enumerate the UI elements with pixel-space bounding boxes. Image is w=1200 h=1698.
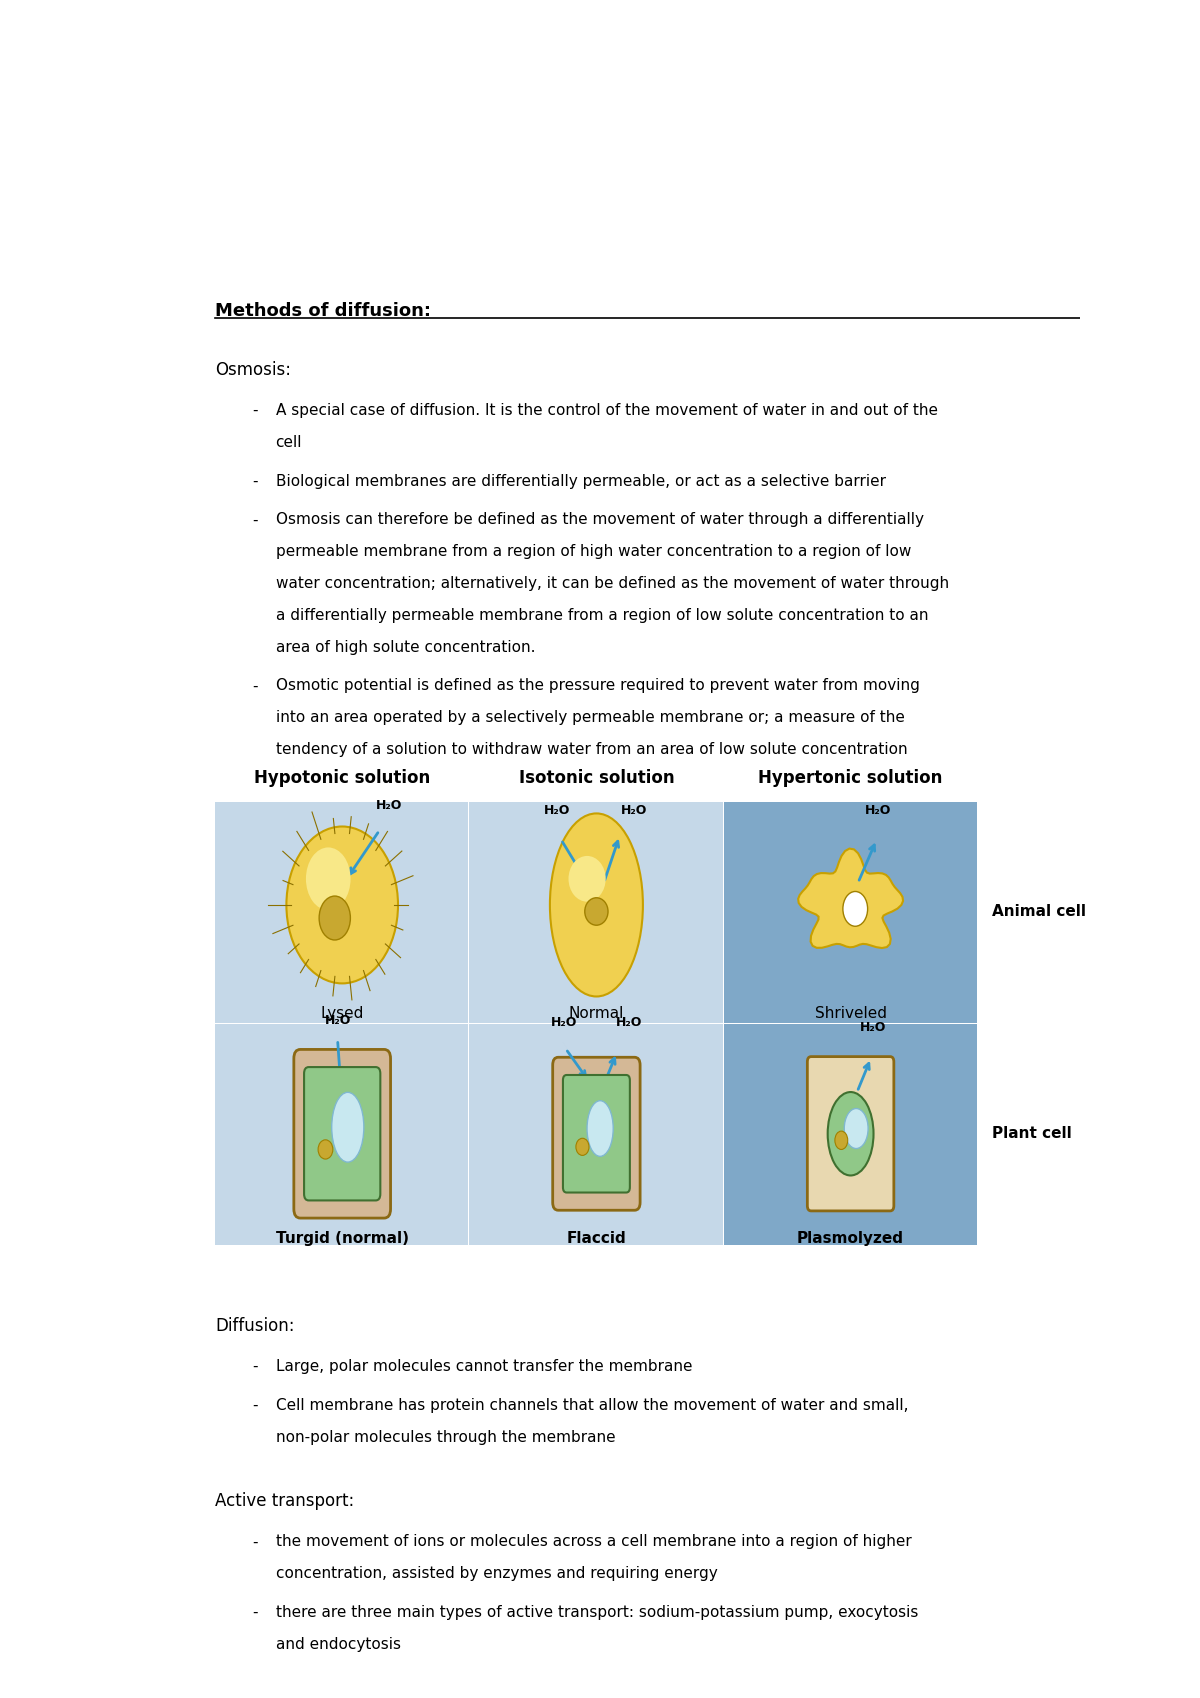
Text: Normal: Normal — [569, 1005, 624, 1020]
Polygon shape — [798, 849, 904, 947]
Ellipse shape — [835, 1131, 847, 1150]
FancyBboxPatch shape — [294, 1049, 390, 1217]
Circle shape — [287, 827, 398, 983]
Ellipse shape — [331, 1092, 364, 1161]
Circle shape — [842, 891, 868, 927]
Ellipse shape — [550, 813, 643, 997]
Text: tendency of a solution to withdraw water from an area of low solute concentratio: tendency of a solution to withdraw water… — [276, 742, 907, 757]
Ellipse shape — [587, 1100, 613, 1156]
Text: Lysed: Lysed — [320, 1005, 364, 1020]
Text: Plant cell: Plant cell — [991, 1126, 1072, 1141]
Text: Cell membrane has protein channels that allow the movement of water and small,: Cell membrane has protein channels that … — [276, 1397, 908, 1413]
Ellipse shape — [584, 898, 608, 925]
Text: Large, polar molecules cannot transfer the membrane: Large, polar molecules cannot transfer t… — [276, 1358, 692, 1374]
Text: Osmosis can therefore be defined as the movement of water through a differential: Osmosis can therefore be defined as the … — [276, 513, 924, 528]
Text: -: - — [252, 402, 258, 418]
Text: -: - — [252, 1397, 258, 1413]
Text: H₂O: H₂O — [376, 800, 402, 812]
Circle shape — [319, 897, 350, 941]
Text: Methods of diffusion:: Methods of diffusion: — [215, 302, 431, 319]
Text: A special case of diffusion. It is the control of the movement of water in and o: A special case of diffusion. It is the c… — [276, 402, 937, 418]
Text: concentration, assisted by enzymes and requiring energy: concentration, assisted by enzymes and r… — [276, 1566, 718, 1581]
Circle shape — [306, 847, 350, 910]
Text: Biological membranes are differentially permeable, or act as a selective barrier: Biological membranes are differentially … — [276, 474, 886, 489]
Text: -: - — [252, 1358, 258, 1374]
Ellipse shape — [318, 1139, 332, 1160]
Text: Active transport:: Active transport: — [215, 1493, 354, 1510]
Bar — [724, 1024, 977, 1245]
Text: cell: cell — [276, 435, 302, 450]
Text: the movement of ions or molecules across a cell membrane into a region of higher: the movement of ions or molecules across… — [276, 1535, 911, 1550]
Bar — [215, 801, 468, 1022]
Text: H₂O: H₂O — [544, 805, 570, 817]
FancyBboxPatch shape — [808, 1056, 894, 1211]
Ellipse shape — [845, 1109, 868, 1148]
Text: Osmotic potential is defined as the pressure required to prevent water from movi: Osmotic potential is defined as the pres… — [276, 679, 919, 693]
FancyBboxPatch shape — [563, 1075, 630, 1192]
Text: Isotonic solution: Isotonic solution — [518, 769, 674, 788]
Ellipse shape — [569, 856, 606, 902]
Text: Flaccid: Flaccid — [566, 1231, 626, 1246]
Bar — [215, 1024, 468, 1245]
Text: -: - — [252, 1535, 258, 1550]
Text: Osmosis:: Osmosis: — [215, 360, 292, 379]
Text: H₂O: H₂O — [865, 805, 892, 817]
Text: -: - — [252, 474, 258, 489]
Text: non-polar molecules through the membrane: non-polar molecules through the membrane — [276, 1430, 616, 1445]
Bar — [724, 801, 977, 1022]
Text: water concentration; alternatively, it can be defined as the movement of water t: water concentration; alternatively, it c… — [276, 576, 949, 591]
FancyBboxPatch shape — [553, 1058, 640, 1211]
Text: Shriveled: Shriveled — [815, 1005, 887, 1020]
Text: H₂O: H₂O — [616, 1015, 642, 1029]
Bar — [469, 801, 722, 1022]
Bar — [469, 1024, 722, 1245]
Text: H₂O: H₂O — [325, 1014, 352, 1027]
Text: there are three main types of active transport: sodium-potassium pump, exocytosi: there are three main types of active tra… — [276, 1605, 918, 1620]
Text: H₂O: H₂O — [551, 1015, 577, 1029]
Text: Animal cell: Animal cell — [991, 903, 1086, 919]
Text: and endocytosis: and endocytosis — [276, 1637, 401, 1652]
Text: -: - — [252, 513, 258, 528]
Ellipse shape — [828, 1092, 874, 1175]
Text: Plasmolyzed: Plasmolyzed — [797, 1231, 904, 1246]
Text: permeable membrane from a region of high water concentration to a region of low: permeable membrane from a region of high… — [276, 545, 911, 559]
Text: Turgid (normal): Turgid (normal) — [276, 1231, 409, 1246]
Text: Diffusion:: Diffusion: — [215, 1318, 295, 1335]
Text: into an area operated by a selectively permeable membrane or; a measure of the: into an area operated by a selectively p… — [276, 710, 905, 725]
Ellipse shape — [576, 1138, 589, 1155]
Text: Hypotonic solution: Hypotonic solution — [254, 769, 431, 788]
Text: -: - — [252, 1605, 258, 1620]
Text: H₂O: H₂O — [620, 805, 647, 817]
Text: -: - — [252, 679, 258, 693]
FancyBboxPatch shape — [304, 1066, 380, 1200]
Text: area of high solute concentration.: area of high solute concentration. — [276, 640, 535, 654]
Text: a differentially permeable membrane from a region of low solute concentration to: a differentially permeable membrane from… — [276, 608, 928, 623]
Text: Hypertonic solution: Hypertonic solution — [758, 769, 943, 788]
Text: H₂O: H₂O — [859, 1022, 886, 1034]
